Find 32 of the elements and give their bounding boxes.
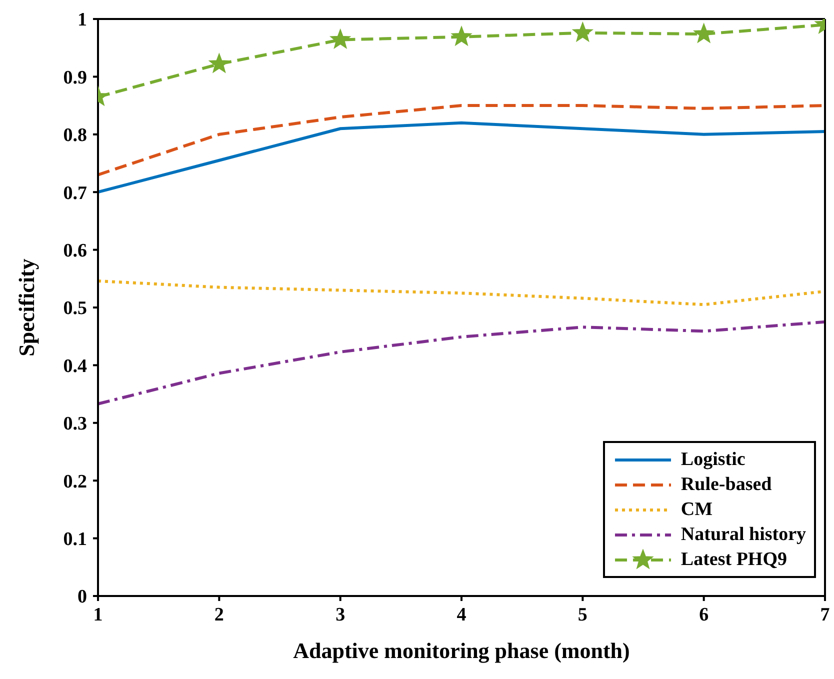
legend-label: Logistic [680,448,746,470]
x-tick-label: 7 [820,604,830,626]
legend-label: Natural history [680,524,806,546]
point [694,24,714,43]
point [330,29,350,48]
y-tick-label: 0.7 [63,182,88,204]
point [451,26,472,46]
y-tick-label: 0.9 [63,67,87,88]
y-tick-label: 0.2 [63,471,87,492]
legend-label: Latest PHQ9 [680,548,787,570]
point [572,22,593,42]
y-axis-title: Specificity [14,258,39,356]
y-tick-label: 0.3 [63,414,87,435]
x-tick-label: 2 [214,604,224,626]
y-tick-label: 0.1 [63,529,87,550]
legend-label: Rule-based [680,474,772,496]
x-tick-label: 4 [456,604,467,626]
y-tick-label: 0.8 [63,125,87,146]
x-tick-label: 3 [336,604,346,626]
y-tick-label: 0.5 [63,298,87,320]
line-series [98,121,825,194]
y-tick-label: 1 [78,10,87,31]
legend-label: CM [680,498,713,520]
point [209,54,230,73]
x-tick-label: 5 [578,604,588,626]
line-series [98,320,825,406]
x-axis-title: Adaptive monitoring phase (month) [293,638,630,663]
y-tick-label: 0.6 [63,240,87,262]
y-tick-label: 0 [78,586,87,608]
y-tick-label: 0.4 [63,356,88,377]
x-tick-label: 6 [699,604,709,626]
x-tick-label: 1 [93,604,103,626]
